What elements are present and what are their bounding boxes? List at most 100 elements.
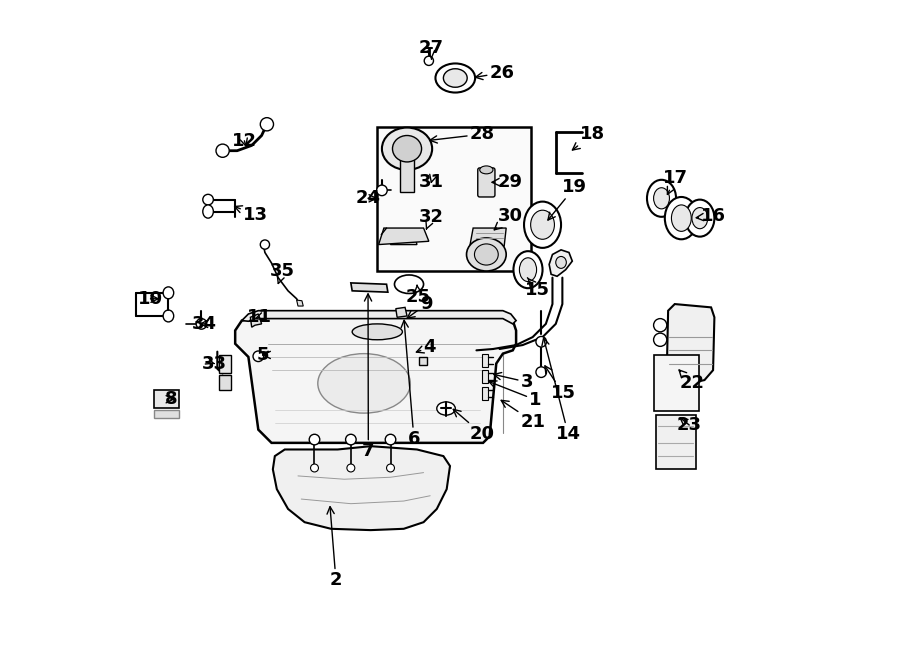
FancyBboxPatch shape	[154, 390, 179, 408]
Polygon shape	[242, 311, 516, 324]
Polygon shape	[250, 314, 262, 327]
Ellipse shape	[692, 208, 707, 229]
Ellipse shape	[394, 275, 424, 293]
Polygon shape	[482, 387, 489, 400]
Ellipse shape	[665, 197, 698, 239]
Ellipse shape	[196, 319, 207, 329]
Polygon shape	[273, 446, 450, 530]
Text: 3: 3	[494, 373, 533, 391]
Polygon shape	[235, 317, 516, 443]
Polygon shape	[418, 357, 427, 365]
Text: 21: 21	[501, 401, 545, 431]
FancyBboxPatch shape	[656, 415, 696, 469]
FancyBboxPatch shape	[219, 375, 230, 390]
Polygon shape	[396, 307, 407, 317]
Text: 24: 24	[356, 189, 381, 208]
Ellipse shape	[260, 118, 274, 131]
Polygon shape	[470, 228, 506, 246]
Ellipse shape	[556, 256, 566, 268]
Ellipse shape	[382, 128, 432, 170]
Ellipse shape	[163, 287, 174, 299]
Text: 32: 32	[418, 208, 444, 229]
Ellipse shape	[536, 336, 546, 347]
Text: 2: 2	[327, 507, 342, 590]
Text: 10: 10	[138, 290, 163, 308]
Text: 26: 26	[475, 63, 515, 82]
Polygon shape	[379, 228, 428, 245]
Text: 34: 34	[193, 315, 217, 333]
Ellipse shape	[260, 240, 269, 249]
Ellipse shape	[653, 319, 667, 332]
Text: 6: 6	[401, 321, 420, 448]
Text: 16: 16	[697, 207, 726, 225]
Text: 15: 15	[525, 278, 550, 299]
Ellipse shape	[216, 144, 230, 157]
Ellipse shape	[536, 367, 546, 377]
Ellipse shape	[514, 251, 543, 288]
Ellipse shape	[202, 205, 213, 218]
Polygon shape	[667, 304, 715, 387]
FancyBboxPatch shape	[478, 168, 495, 197]
Ellipse shape	[531, 210, 554, 239]
Ellipse shape	[466, 238, 506, 271]
Ellipse shape	[685, 200, 715, 237]
Text: 18: 18	[572, 125, 606, 150]
Text: 9: 9	[407, 295, 433, 318]
Text: 17: 17	[662, 169, 688, 194]
FancyBboxPatch shape	[400, 152, 414, 192]
FancyBboxPatch shape	[219, 355, 230, 373]
Polygon shape	[482, 370, 489, 383]
Text: 22: 22	[680, 370, 705, 393]
Polygon shape	[549, 250, 572, 276]
Text: 25: 25	[406, 285, 431, 306]
Text: 8: 8	[165, 390, 177, 408]
Ellipse shape	[163, 310, 174, 322]
Ellipse shape	[346, 464, 355, 472]
Ellipse shape	[647, 180, 676, 217]
Polygon shape	[482, 354, 489, 367]
Ellipse shape	[392, 136, 421, 162]
Ellipse shape	[376, 185, 387, 196]
Polygon shape	[351, 283, 388, 292]
Text: 31: 31	[418, 173, 444, 191]
Text: 27: 27	[418, 38, 444, 59]
Ellipse shape	[253, 351, 264, 362]
Ellipse shape	[671, 205, 691, 231]
Text: 19: 19	[548, 178, 588, 220]
Text: 29: 29	[492, 173, 523, 191]
Text: 30: 30	[494, 207, 523, 230]
Text: 20: 20	[454, 409, 495, 444]
Text: 1: 1	[489, 381, 542, 409]
Ellipse shape	[480, 166, 493, 174]
Ellipse shape	[318, 354, 410, 413]
FancyBboxPatch shape	[377, 127, 531, 271]
Ellipse shape	[653, 188, 670, 209]
Text: 4: 4	[417, 338, 436, 356]
Ellipse shape	[202, 194, 213, 205]
Polygon shape	[297, 300, 303, 306]
Ellipse shape	[310, 434, 320, 445]
Text: 5: 5	[257, 346, 270, 364]
Ellipse shape	[310, 464, 319, 472]
Ellipse shape	[424, 56, 434, 65]
Ellipse shape	[436, 402, 455, 415]
Text: 23: 23	[677, 416, 702, 434]
Polygon shape	[391, 231, 417, 245]
Ellipse shape	[385, 434, 396, 445]
Text: 7: 7	[362, 294, 374, 461]
Ellipse shape	[524, 202, 561, 248]
Ellipse shape	[474, 244, 499, 265]
Text: 15: 15	[544, 366, 575, 403]
Text: 28: 28	[430, 125, 495, 143]
Ellipse shape	[519, 258, 536, 282]
Text: 11: 11	[248, 308, 272, 327]
Text: 14: 14	[542, 338, 580, 444]
Text: 12: 12	[232, 132, 256, 150]
Text: 35: 35	[270, 262, 295, 284]
Ellipse shape	[346, 434, 356, 445]
Ellipse shape	[352, 324, 402, 340]
Text: 13: 13	[235, 206, 268, 224]
Ellipse shape	[444, 69, 467, 87]
FancyBboxPatch shape	[653, 355, 698, 411]
Text: 33: 33	[202, 354, 227, 373]
